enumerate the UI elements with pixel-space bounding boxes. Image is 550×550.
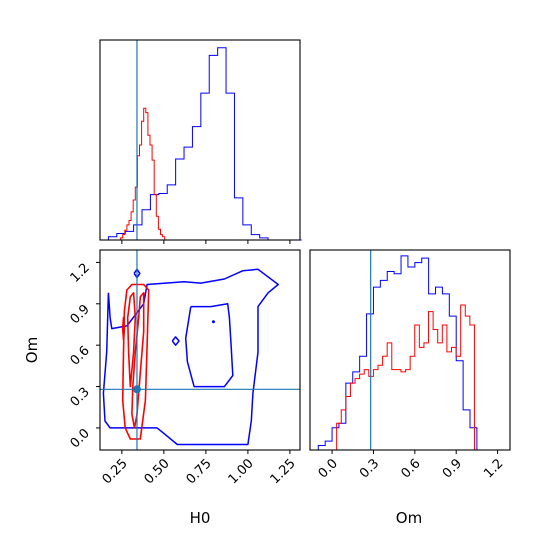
- marker-point: [132, 385, 141, 394]
- h0-histogram-panel: [99, 39, 302, 244]
- om-hist-tick-label: 0.3: [357, 456, 382, 481]
- om-histogram-panel: 0.0 0.3 0.6 0.9 1.2: [309, 249, 511, 481]
- om-hist-tick-label: 0.6: [398, 456, 423, 481]
- h0-tick-label: 0.25: [100, 456, 131, 487]
- contour-frame: [99, 249, 301, 451]
- om-tick-label: 0.3: [68, 385, 93, 410]
- om-hist-frame: [309, 249, 511, 451]
- h0-hist-blue-series: [100, 47, 302, 241]
- om-hist-tick-label: 1.2: [481, 456, 506, 481]
- om-tick-label: 0.9: [68, 302, 93, 327]
- x-axis-label-om: Om: [396, 509, 422, 527]
- contour-red-inner: [131, 291, 145, 429]
- om-hist-tick-label: 0.9: [440, 456, 465, 481]
- h0-tick-label: 1.25: [268, 456, 299, 487]
- h0-tick-label: 0.75: [184, 456, 215, 487]
- om-hist-blue-series: [317, 255, 484, 451]
- h0-hist-frame: [99, 39, 301, 241]
- contour-blue-island: [133, 268, 141, 279]
- contour-blue-island: [171, 336, 180, 346]
- marker-point: [211, 320, 215, 324]
- contour-red-island: [121, 316, 126, 341]
- om-tick-label: 0.0: [68, 426, 93, 451]
- om-tick-label: 0.6: [68, 343, 93, 368]
- y-axis-label-om: Om: [23, 337, 41, 363]
- contour-red-outer: [121, 283, 150, 440]
- contour-red-inner: [126, 291, 137, 388]
- om-tick-label: 1.2: [68, 261, 93, 286]
- x-axis-label-h0: H0: [190, 509, 211, 527]
- contour-blue-inner: [184, 303, 234, 388]
- h0-hist-red-series: [118, 107, 166, 241]
- h0-om-contour-panel: 0.25 0.50 0.75 1.00 1.25 0.0 0.3 0.6 0.9 1.2: [68, 249, 301, 487]
- om-hist-tick-label: 0.0: [316, 456, 341, 481]
- h0-tick-label: 0.50: [142, 456, 173, 487]
- om-hist-red-series: [332, 304, 475, 451]
- h0-tick-label: 1.00: [226, 456, 257, 487]
- contour-blue-outer: [102, 268, 279, 446]
